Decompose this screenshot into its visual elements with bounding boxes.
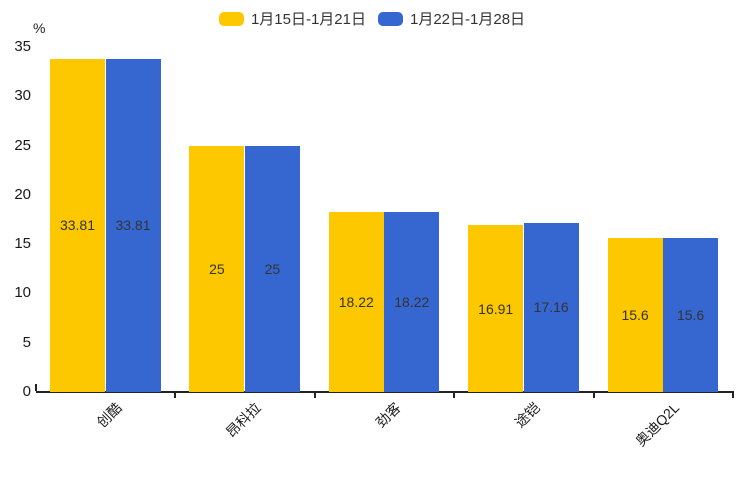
legend-label: 1月15日-1月21日 — [250, 11, 366, 28]
bar-value-label: 18.22 — [338, 294, 374, 311]
legend-item-series-1[interactable]: 1月15日-1月21日 — [218, 8, 366, 29]
x-axis-tick — [313, 393, 316, 398]
y-axis-tick-label: 25 — [14, 136, 31, 154]
legend-swatch-icon — [378, 11, 403, 26]
bar-1月15日-1月21日-昂科拉[interactable] — [189, 145, 245, 392]
bar-value-label: 33.81 — [115, 217, 151, 234]
bar-1月15日-1月21日-奥迪Q2L[interactable] — [607, 238, 663, 392]
bar-1月15日-1月21日-途铠[interactable] — [468, 225, 524, 392]
x-axis-line — [36, 391, 734, 393]
x-axis-tick — [592, 393, 595, 398]
bar-value-label: 25 — [264, 260, 281, 277]
bar-value-label: 15.6 — [621, 307, 649, 324]
y-axis-tick-label: 20 — [14, 185, 31, 203]
x-axis-tick — [732, 393, 734, 398]
legend: 1月15日-1月21日 1月22日-1月28日 — [0, 8, 744, 29]
bar-1月15日-1月21日-创酷[interactable] — [50, 58, 105, 392]
bar-value-label: 16.91 — [478, 300, 514, 317]
bar-1月22日-1月28日-昂科拉[interactable] — [244, 145, 300, 392]
bar-value-label: 33.81 — [59, 217, 96, 234]
x-axis-category-label: 创酷 — [93, 399, 125, 431]
bar-1月15日-1月21日-劲客[interactable] — [328, 212, 384, 392]
bar-1月22日-1月28日-途铠[interactable] — [523, 222, 579, 392]
bar-1月22日-1月28日-劲客[interactable] — [384, 212, 440, 392]
x-axis-tick — [453, 393, 456, 398]
bar-value-label: 18.22 — [394, 294, 430, 311]
y-axis-tick-label: 15 — [14, 235, 31, 253]
y-axis-tick-label: 35 — [14, 38, 31, 55]
y-axis-tick-label: 0 — [22, 383, 31, 400]
x-axis-tick — [174, 393, 177, 398]
y-axis-tick-label: 5 — [22, 333, 31, 351]
bar-value-label: 15.6 — [676, 307, 705, 324]
y-axis-tick-label: 10 — [14, 284, 31, 302]
legend-label: 1月22日-1月28日 — [410, 11, 526, 28]
bar-1月22日-1月28日-创酷[interactable] — [105, 58, 161, 392]
legend-item-series-2[interactable]: 1月22日-1月28日 — [378, 8, 525, 29]
y-axis-origin-tick — [35, 384, 37, 391]
bar-1月22日-1月28日-奥迪Q2L[interactable] — [663, 238, 719, 392]
x-axis-category-label: 昂科拉 — [222, 399, 264, 441]
legend-swatch-icon — [218, 11, 244, 26]
bar-value-label: 17.16 — [533, 299, 569, 316]
x-axis-category-label: 劲客 — [372, 399, 404, 431]
y-axis-tick-label: 30 — [14, 87, 31, 105]
x-axis-category-label: 途铠 — [511, 399, 543, 431]
bar-value-label: 25 — [209, 260, 225, 277]
y-axis-unit-label: % — [33, 20, 46, 36]
x-axis-category-label: 奥迪Q2L — [632, 399, 683, 450]
